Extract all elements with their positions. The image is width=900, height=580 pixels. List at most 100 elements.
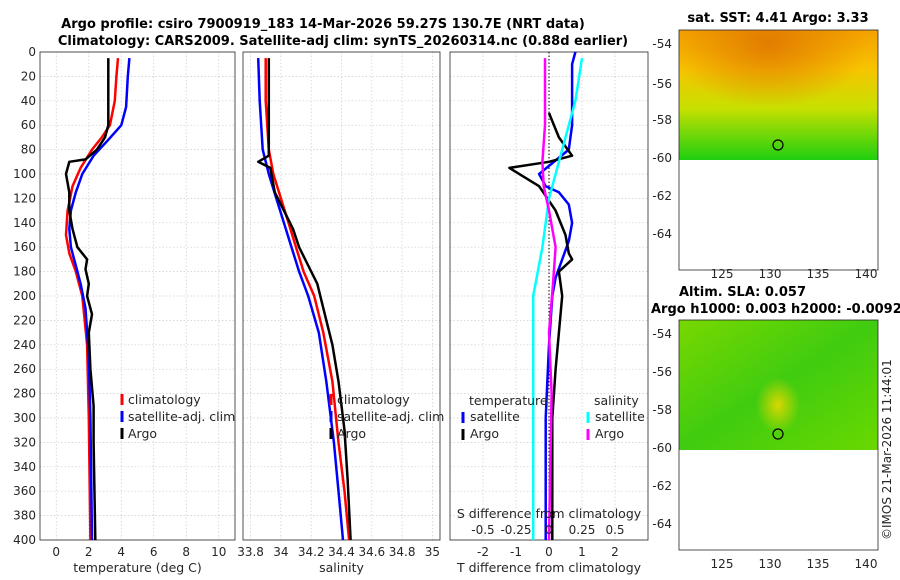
sla-high-patch xyxy=(756,377,800,433)
x-tick-label: 0 xyxy=(545,545,553,559)
sst-ytick: -56 xyxy=(652,77,672,91)
y-tick-label: 300 xyxy=(13,411,36,425)
copyright-label: ©IMOS 21-Mar-2026 11:44:01 xyxy=(880,359,894,540)
legend-label: satellite xyxy=(470,409,520,424)
title-line-2: Climatology: CARS2009. Satellite-adj cli… xyxy=(58,34,628,49)
y-tick-label: 200 xyxy=(13,289,36,303)
s-tick-label: 0 xyxy=(545,523,553,537)
series-line-salinity-argo xyxy=(541,58,557,541)
x-tick-label: 10 xyxy=(211,545,226,559)
legend-title: salinity xyxy=(594,393,639,408)
y-tick-label: 380 xyxy=(13,509,36,523)
y-tick-label: 20 xyxy=(21,69,36,83)
x-tick-label: 8 xyxy=(182,545,190,559)
s-tick-label: 0.25 xyxy=(569,523,596,537)
x-tick-label: 1 xyxy=(578,545,586,559)
legend-label: climatology xyxy=(128,392,201,407)
legend-label: satellite xyxy=(595,409,645,424)
x-tick-label: 4 xyxy=(117,545,125,559)
sla-map-title-2: Argo h1000: 0.003 h2000: -0.0092 xyxy=(651,302,900,317)
temperature-chart: 0 2 4 6 8 10 temperature (deg C) 0 20 40 60 80 100 12… xyxy=(13,45,236,575)
sla-argo-marker xyxy=(772,428,784,440)
y-tick-label: 360 xyxy=(13,484,36,498)
y-tick-label: 340 xyxy=(13,460,36,474)
y-tick-label: 120 xyxy=(13,191,36,205)
sst-ytick: -58 xyxy=(652,113,672,127)
sst-warm-patch xyxy=(679,30,878,160)
title-line-1: Argo profile: csiro 7900919_183 14-Mar-2… xyxy=(61,17,585,32)
sst-xtick: 140 xyxy=(855,267,878,281)
x-axis-label: T difference from climatology xyxy=(456,560,642,575)
x-tick-label: 2 xyxy=(85,545,93,559)
sst-map: sat. SST: 4.41 Argo: 3.33 -54 -56 -58 -6… xyxy=(652,11,879,281)
sla-ytick: -62 xyxy=(652,479,672,493)
legend-title: temperature xyxy=(469,393,548,408)
sst-ytick: -64 xyxy=(652,227,672,241)
sla-map: Altim. SLA: 0.057 Argo h1000: 0.003 h200… xyxy=(651,285,900,571)
legend-label: Argo xyxy=(128,426,157,441)
sst-xtick: 130 xyxy=(759,267,782,281)
series-line-argo xyxy=(64,58,110,541)
y-tick-label: 80 xyxy=(21,143,36,157)
s-tick-label: -0.5 xyxy=(471,523,494,537)
sst-ytick: -54 xyxy=(652,37,672,51)
y-tick-label: 320 xyxy=(13,435,36,449)
sst-xtick: 135 xyxy=(807,267,830,281)
x-tick-label: -2 xyxy=(477,545,489,559)
x-tick-label: 34.6 xyxy=(358,545,385,559)
sla-ytick: -56 xyxy=(652,365,672,379)
sst-argo-marker xyxy=(772,139,784,151)
sla-ytick: -58 xyxy=(652,403,672,417)
x-tick-label: 34.8 xyxy=(389,545,416,559)
y-tick-label: 260 xyxy=(13,362,36,376)
sst-map-frame xyxy=(678,29,879,271)
legend-label: Argo xyxy=(595,426,624,441)
x-tick-label: 34.2 xyxy=(298,545,325,559)
y-tick-label: 240 xyxy=(13,338,36,352)
x-axis-label: temperature (deg C) xyxy=(73,560,202,575)
series-line-argo xyxy=(256,58,352,541)
legend-label: Argo xyxy=(337,426,366,441)
y-tick-label: 160 xyxy=(13,240,36,254)
sla-ytick: -60 xyxy=(652,441,672,455)
s-tick-label: -0.25 xyxy=(500,523,531,537)
sst-map-title: sat. SST: 4.41 Argo: 3.33 xyxy=(687,11,868,26)
y-tick-label: 400 xyxy=(13,533,36,547)
x-tick-label: 0 xyxy=(52,545,60,559)
sla-xtick: 125 xyxy=(711,557,734,571)
sla-map-title-1: Altim. SLA: 0.057 xyxy=(679,285,806,300)
y-tick-label: 0 xyxy=(28,45,36,59)
sst-ytick: -62 xyxy=(652,189,672,203)
series-line-satellite-adj-clim xyxy=(68,57,131,541)
sla-map-frame xyxy=(678,319,879,551)
difference-chart: -2 -1 0 1 2T difference from climatology temp… xyxy=(449,51,649,575)
sst-xtick: 125 xyxy=(711,267,734,281)
plot-frame xyxy=(242,51,441,541)
y-tick-label: 280 xyxy=(13,387,36,401)
x-tick-label: 2 xyxy=(611,545,619,559)
salinity-chart: 33.8 34 34.2 34.4 34.6 34.8 35 salinity climatol… xyxy=(237,51,444,575)
y-tick-label: 140 xyxy=(13,216,36,230)
sst-ytick: -60 xyxy=(652,151,672,165)
y-tick-label: 220 xyxy=(13,313,36,327)
y-tick-label: 60 xyxy=(21,118,36,132)
legend-label: satellite-adj. clim xyxy=(337,409,444,424)
series-line-satellite-adj-clim xyxy=(256,58,345,541)
s-tick-label: 0.5 xyxy=(605,523,624,537)
x-tick-label: 33.8 xyxy=(237,545,264,559)
sla-xtick: 130 xyxy=(759,557,782,571)
plot-frame xyxy=(39,51,236,541)
x-axis-label: salinity xyxy=(319,560,364,575)
sla-xtick: 135 xyxy=(807,557,830,571)
legend-label: satellite-adj. clim xyxy=(128,409,235,424)
legend-label: climatology xyxy=(337,392,410,407)
x-tick-label: 34 xyxy=(273,545,288,559)
y-tick-label: 40 xyxy=(21,94,36,108)
y-tick-label: 100 xyxy=(13,167,36,181)
sla-xtick: 140 xyxy=(855,557,878,571)
x-tick-label: 35 xyxy=(425,545,440,559)
x-tick-label: 34.4 xyxy=(328,545,355,559)
x-tick-label: -1 xyxy=(510,545,522,559)
s-axis-label: S difference from climatology xyxy=(457,506,642,521)
